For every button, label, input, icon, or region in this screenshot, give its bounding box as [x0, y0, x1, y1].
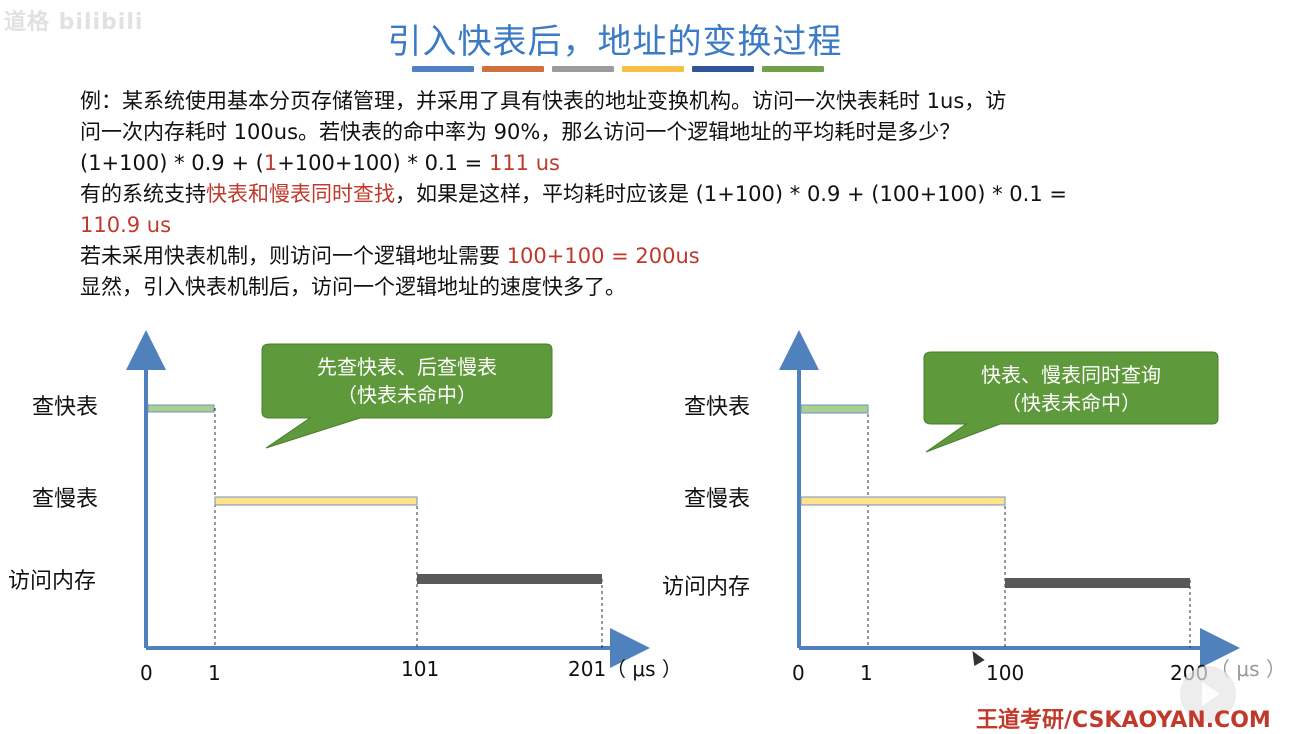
text-line-4: 有的系统支持快表和慢表同时查找，如果是这样，平均耗时应该是 (1+100) * …	[80, 182, 1067, 206]
left-callout-line2: （快表未命中）	[337, 383, 477, 407]
right-callout-bubble	[923, 351, 1219, 453]
text-line-3: (1+100) * 0.9 + (1+100+100) * 0.1 = 111 …	[80, 148, 1200, 179]
left-mem-bar	[417, 574, 602, 584]
problem-text: 例：某系统使用基本分页存储管理，并采用了具有快表的地址变换机构。访问一次快表耗时…	[80, 86, 1200, 303]
bilibili-watermark: 道格 bilibili	[4, 10, 144, 35]
color-segment-1	[412, 66, 474, 72]
color-segment-6	[762, 66, 824, 72]
footer-watermark: 王道考研/CSKAOYAN.COM	[976, 708, 1271, 733]
color-segment-5	[692, 66, 754, 72]
text-line-7: 显然，引入快表机制后，访问一个逻辑地址的速度快多了。	[80, 275, 626, 299]
left-label-slow: 查慢表	[32, 487, 98, 512]
text-line-5: 110.9 us	[80, 213, 172, 237]
color-segment-2	[482, 66, 544, 72]
right-label-slow: 查慢表	[684, 487, 750, 512]
formula-highlight: 1	[263, 151, 278, 175]
no-tlb-result: 100+100 = 200us	[506, 244, 700, 268]
left-timing-diagram: 查快表 查慢表 访问内存 0 1 101 201 （ μs ） 先查快表、后查慢…	[8, 330, 682, 685]
text-line-6: 若未采用快表机制，则访问一个逻辑地址需要 100+100 = 200us	[80, 244, 700, 268]
right-callout-line1: 快表、慢表同时查询	[981, 363, 1161, 387]
left-label-fast: 查快表	[32, 395, 98, 420]
right-timing-diagram: 查快表 查慢表 访问内存 0 1 100 200 （ μs ） 快表、慢表同时查…	[662, 330, 1286, 685]
formula-part: (1+100) * 0.9 + (	[80, 151, 264, 175]
formula-result: 111 us	[488, 151, 560, 175]
play-button-icon[interactable]	[1180, 666, 1236, 722]
left-fast-bar	[147, 404, 215, 413]
parallel-lookup-highlight: 快表和慢表同时查找	[206, 182, 395, 206]
right-label-fast: 查快表	[684, 395, 750, 420]
page-title: 引入快表后，地址的变换过程	[387, 22, 843, 62]
color-segment-3	[552, 66, 614, 72]
text-line-2: 问一次内存耗时 100us。若快表的命中率为 90%，那么访问一个逻辑地址的平均…	[80, 120, 961, 144]
title-color-bar	[412, 66, 824, 72]
right-fast-bar	[800, 404, 869, 414]
right-tick-100: 100	[986, 661, 1024, 685]
right-tick-0: 0	[792, 661, 805, 685]
right-callout-line2: （快表未命中）	[1001, 391, 1141, 415]
right-tick-1: 1	[860, 661, 873, 685]
left-tick-101: 101	[401, 657, 439, 681]
left-slow-bar	[214, 496, 418, 506]
right-label-mem: 访问内存	[662, 575, 750, 600]
timing-diagrams: 查快表 查慢表 访问内存 0 1 101 201 （ μs ） 先查快表、后查慢…	[8, 330, 1286, 685]
right-slow-bar	[800, 496, 1006, 506]
left-tick-0: 0	[140, 661, 153, 685]
text-line-1: 例：某系统使用基本分页存储管理，并采用了具有快表的地址变换机构。访问一次快表耗时…	[80, 89, 1007, 113]
left-callout-bubble	[261, 343, 553, 449]
left-callout-line1: 先查快表、后查慢表	[317, 355, 497, 379]
formula-part: +100+100) * 0.1 =	[277, 151, 489, 175]
right-mem-bar	[1005, 578, 1190, 588]
left-tick-201: 201	[568, 657, 606, 681]
left-unit: （ μs ）	[606, 657, 682, 681]
left-tick-1: 1	[208, 661, 221, 685]
color-segment-4	[622, 66, 684, 72]
left-label-mem: 访问内存	[8, 569, 96, 594]
